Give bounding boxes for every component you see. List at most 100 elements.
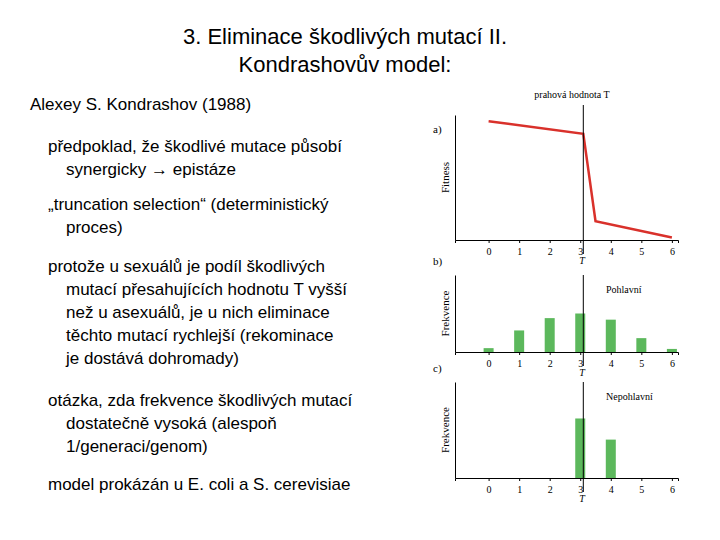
bar (484, 348, 494, 352)
x-tick-label: 0 (487, 246, 492, 257)
bar (667, 349, 677, 352)
x-tick-mark (641, 478, 642, 481)
y-axis-title: Frekvence (439, 290, 451, 336)
x-tick: 1 (517, 352, 522, 369)
bullet-line: těchto mutací rychlejší (rekominace (66, 326, 333, 345)
chart: a)Fitnessprahová hodnota T0123456T (433, 89, 679, 266)
fitness-line (489, 121, 672, 237)
x-tick: 0 (487, 352, 492, 369)
x-tick-label: 1 (517, 246, 522, 257)
bullet-line: otázka, zda frekvence škodlivých mutací (48, 391, 353, 410)
x-axis-line (456, 353, 679, 356)
plot-area (489, 121, 672, 237)
threshold-label: T (579, 255, 586, 266)
x-tick: 5 (639, 352, 644, 369)
x-tick-label: 1 (517, 484, 522, 495)
x-tick-mark (550, 352, 551, 355)
chart-title: prahová hodnota T (534, 89, 609, 100)
panel-label: b) (433, 255, 443, 268)
bar (545, 318, 555, 352)
slide: 3. Eliminace škodlivých mutací II. Kondra… (0, 0, 720, 540)
x-tick-label: 4 (609, 246, 614, 257)
x-tick-mark (580, 478, 581, 481)
x-tick-label: 0 (487, 484, 492, 495)
x-tick-label: 5 (639, 358, 644, 369)
bar (606, 320, 616, 352)
x-tick-mark (489, 352, 490, 355)
x-tick-label: 2 (548, 484, 553, 495)
x-tick-mark (519, 240, 520, 243)
x-tick-mark (519, 352, 520, 355)
bar (514, 478, 524, 479)
panel-label: c) (433, 362, 442, 375)
x-tick: 5 (639, 240, 644, 257)
x-tick: 4 (609, 352, 614, 369)
plot-area (484, 314, 677, 353)
x-tick-mark (641, 352, 642, 355)
x-tick-label: 5 (639, 484, 644, 495)
bullet-line: synergicky → epistáze (66, 160, 236, 179)
threshold-label: T (579, 493, 586, 504)
bullet-line: „truncation selection“ (deterministický (48, 195, 329, 214)
x-tick-label: 2 (548, 358, 553, 369)
x-tick: 2 (548, 352, 553, 369)
y-axis-line (455, 276, 456, 353)
x-tick-label: 5 (639, 246, 644, 257)
bar (545, 478, 555, 479)
slide-title: 3. Eliminace škodlivých mutací II. (183, 24, 507, 49)
slide-title: Kondrashovův model: (239, 52, 452, 77)
y-axis-title: Frekvence (439, 407, 451, 453)
x-tick-label: 6 (670, 358, 675, 369)
x-axis: 0123456 (456, 352, 679, 369)
x-tick-mark (611, 478, 612, 481)
bullet-line: mutací přesahujících hodnotu T vyšší (66, 280, 347, 299)
x-tick-label: 6 (670, 484, 675, 495)
x-tick: 0 (487, 240, 492, 257)
panel-label: a) (433, 123, 442, 136)
x-tick-mark (489, 478, 490, 481)
x-tick-mark (672, 478, 673, 481)
bullet-line: je dostává dohromady) (65, 349, 239, 368)
bullet-line: než u asexuálů, je u nich eliminace (66, 303, 330, 322)
x-tick-mark (672, 352, 673, 355)
x-tick-mark (611, 352, 612, 355)
bar (606, 440, 616, 478)
x-tick: 6 (670, 478, 675, 495)
x-axis: 0123456 (456, 478, 679, 495)
author: Alexey S. Kondrashov (1988) (30, 95, 251, 114)
bullet-line: dostatečně vysoká (alespoň (66, 414, 277, 433)
x-tick-label: 4 (609, 358, 614, 369)
x-tick: 4 (609, 478, 614, 495)
threshold-line (583, 105, 584, 254)
bullet-line: předpoklad, že škodlivé mutace působí (48, 137, 342, 156)
x-tick: 2 (548, 478, 553, 495)
x-axis-line (456, 479, 679, 482)
x-tick-mark (550, 478, 551, 481)
x-tick-label: 0 (487, 358, 492, 369)
x-tick: 1 (517, 478, 522, 495)
y-axis-title: Fitness (439, 162, 451, 193)
plot-area (575, 418, 616, 478)
x-tick-label: 2 (548, 246, 553, 257)
y-axis (455, 116, 456, 241)
chart-title: Pohlavní (606, 284, 642, 295)
bar (514, 330, 524, 352)
bar (636, 338, 646, 352)
x-tick-label: 4 (609, 484, 614, 495)
x-tick-mark (580, 240, 581, 243)
x-axis-line (456, 241, 679, 244)
x-tick-mark (641, 240, 642, 243)
y-axis-line (455, 116, 456, 241)
chart-title: Nepohlavní (606, 391, 653, 402)
x-tick-mark (519, 478, 520, 481)
x-tick-mark (580, 352, 581, 355)
x-tick: 4 (609, 240, 614, 257)
threshold-line (583, 382, 584, 492)
bullet-line: protože u sexuálů je podíl škodlivých (48, 257, 325, 276)
bullet-line: 1/generaci/genom) (66, 437, 208, 456)
x-axis: 0123456 (456, 240, 679, 257)
bullet-line: proces) (66, 218, 123, 237)
x-tick: 6 (670, 240, 675, 257)
bar (636, 478, 646, 479)
x-tick-mark (672, 240, 673, 243)
